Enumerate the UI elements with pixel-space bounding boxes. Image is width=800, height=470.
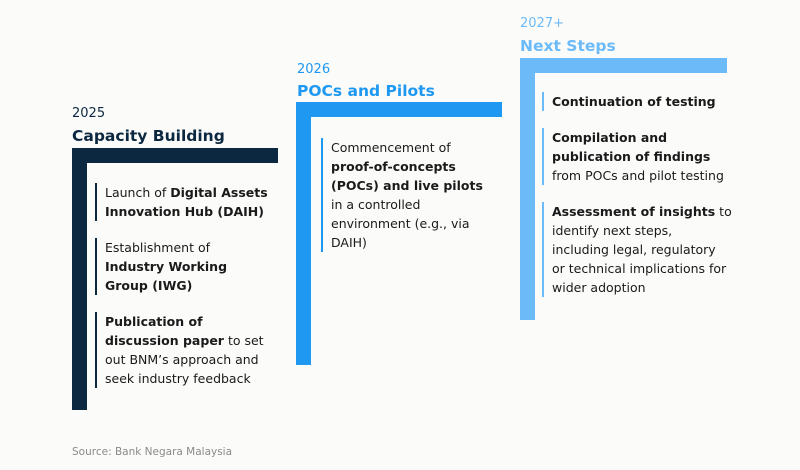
phase-bar-side — [296, 102, 311, 365]
list-item: Establishment of Industry Working Group … — [95, 238, 270, 295]
phase-items: Launch of Digital Assets Innovation Hub … — [95, 183, 270, 405]
phase-title: POCs and Pilots — [297, 82, 435, 100]
text: to identify next steps, including legal,… — [552, 204, 732, 295]
bold-text: Assessment of insights — [552, 204, 716, 219]
phase-bar-top — [72, 148, 278, 163]
text: Commencement of — [331, 140, 451, 155]
source-note: Source: Bank Negara Malaysia — [72, 446, 233, 458]
text: to set out BNM’s approach and seek indus… — [105, 333, 264, 386]
year-label: 2027+ — [520, 16, 564, 31]
phase-bar-top — [296, 102, 502, 117]
list-item: Assessment of insights to identify next … — [542, 202, 732, 297]
bold-text: Publication of discussion paper — [105, 314, 224, 348]
phase-bar-top — [520, 58, 727, 73]
phase-title: Next Steps — [520, 37, 616, 55]
phase-bar-side — [520, 58, 535, 320]
list-item: Publication of discussion paper to set o… — [95, 312, 270, 388]
bold-text: proof-of-concepts (POCs) and live pilots — [331, 159, 483, 193]
year-label: 2025 — [72, 106, 106, 121]
list-item: Compilation and publication of findings … — [542, 128, 732, 185]
bold-text: Industry Working Group (IWG) — [105, 259, 228, 293]
phase-bar-side — [72, 148, 87, 410]
bold-text: Digital Assets Innovation Hub (DAIH) — [105, 185, 268, 219]
list-item: Continuation of testing — [542, 92, 732, 111]
text: in a controlled environment (e.g., via D… — [331, 197, 470, 250]
bold-text: Compilation and publication of findings — [552, 130, 711, 164]
text: Launch of — [105, 185, 171, 200]
bold-text: Continuation of testing — [552, 94, 716, 109]
phase-items: Continuation of testing Compilation and p… — [542, 92, 732, 314]
phase-items: Commencement of proof-of-concepts (POCs)… — [321, 138, 491, 269]
list-item: Commencement of proof-of-concepts (POCs)… — [321, 138, 491, 252]
phase-title: Capacity Building — [72, 127, 225, 145]
list-item: Launch of Digital Assets Innovation Hub … — [95, 183, 270, 221]
text: Establishment of — [105, 240, 210, 255]
text: from POCs and pilot testing — [552, 168, 724, 183]
year-label: 2026 — [297, 62, 331, 77]
